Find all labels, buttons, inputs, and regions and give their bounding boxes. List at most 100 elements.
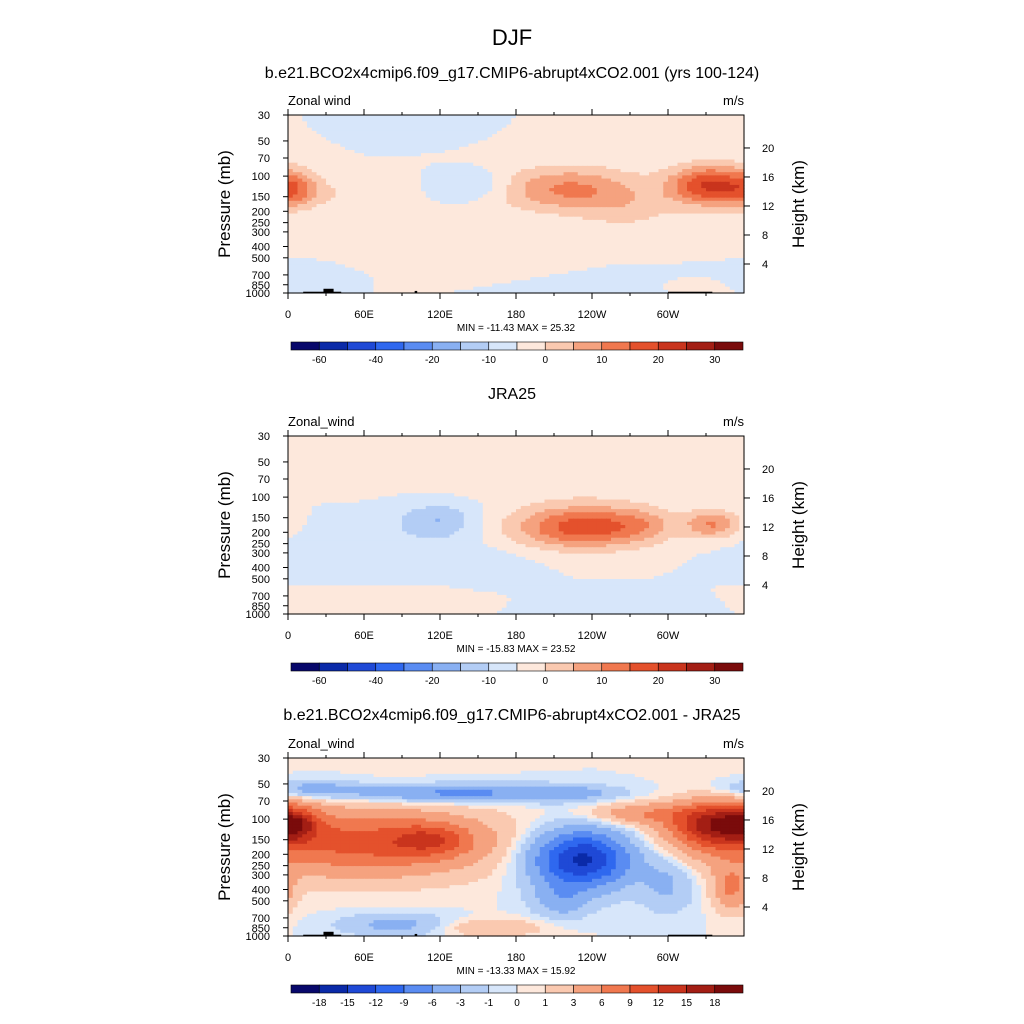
contour-cell [421,130,427,135]
panel-1: b.e21.BCO2x4cmip6.f09_g17.CMIP6-abrupt4x… [215,65,808,366]
contour-cell [558,124,565,129]
contour-cell [501,124,508,129]
contour-cell [302,137,308,142]
contour-cell [592,118,598,122]
contour-cell [525,130,531,135]
contour-cell [710,118,717,122]
contour-cell [373,121,379,126]
contour-cell [425,127,432,132]
contour-cell [544,124,550,129]
contour-cell [311,134,318,138]
contour-cell [335,130,341,135]
contour-cell [682,115,688,119]
contour-cell [425,121,432,126]
contour-cell [734,115,740,119]
contour-cell [530,118,536,122]
contour-cell [364,127,370,132]
contour-cell [630,118,636,122]
contour-cell [554,121,560,126]
contour-cell [459,134,465,138]
contour-cell [397,130,403,135]
contour-cell [601,124,607,129]
contour-cell [554,124,560,129]
contour-cell [321,127,327,132]
contour-cell [706,121,712,126]
contour-cell [482,121,489,126]
contour-cell [378,124,384,129]
contour-cell [330,137,337,142]
contour-cell [620,134,626,138]
contour-cell [587,118,593,122]
contour-cell [658,121,664,126]
contour-cell [573,115,579,119]
contour-cell [501,115,508,119]
contour-cell [563,115,569,119]
contour-cell [611,115,617,119]
contour-cell [615,121,622,126]
contour-cell [715,121,721,126]
contour-cell [406,121,413,126]
contour-cell [682,127,688,132]
contour-cell [577,130,584,135]
contour-cell [321,130,327,135]
contour-cell [316,121,322,126]
contour-cell [734,118,740,122]
contour-cell [335,134,341,138]
contour-cell [297,115,303,119]
contour-cell [307,130,313,135]
contour-cell [639,130,645,135]
contour-cell [435,127,441,132]
contour-cell [364,134,370,138]
contour-cell [330,134,337,138]
contour-cell [563,121,569,126]
contour-cell [302,121,308,126]
contour-cell [653,130,660,135]
contour-cell [630,134,636,138]
contour-cell [573,127,579,132]
contour-cell [729,134,736,138]
contour-cell [316,137,322,142]
contour-cell [625,130,631,135]
contour-cell [535,127,541,132]
contour-cell [606,118,612,122]
contour-cell [425,130,432,135]
contour-cell [696,115,702,119]
contour-cell [354,130,360,135]
contour-cell [606,134,612,138]
contour-cell [587,115,593,119]
contour-cell [307,115,313,119]
contour-cell [492,124,498,129]
contour-cell [691,134,698,138]
contour-cell [611,134,617,138]
units-label: m/s [723,93,744,108]
contour-cell [397,115,403,119]
contour-cell [387,124,394,129]
contour-cell [311,118,318,122]
contour-cell [497,134,503,138]
contour-cell [596,127,603,132]
contour-cell [596,130,603,135]
contour-cell [634,134,641,138]
contour-cell [335,127,341,132]
contour-cell [402,127,408,132]
contour-cell [668,115,674,119]
contour-cell [530,124,536,129]
contour-cell [520,124,527,129]
contour-cell [649,118,655,122]
contour-cell [691,130,698,135]
contour-cell [530,115,536,119]
contour-cell [335,118,341,122]
contour-cell [368,127,375,132]
contour-cell [568,134,574,138]
contour-cell [573,118,579,122]
contour-cell [672,121,679,126]
contour-cell [682,118,688,122]
contour-cell [520,118,527,122]
contour-cell [520,130,527,135]
contour-cell [454,130,460,135]
contour-cell [511,134,517,138]
contour-cell [349,118,356,122]
contour-cell [345,115,351,119]
contour-cell [734,134,740,138]
contour-cell [539,118,546,122]
